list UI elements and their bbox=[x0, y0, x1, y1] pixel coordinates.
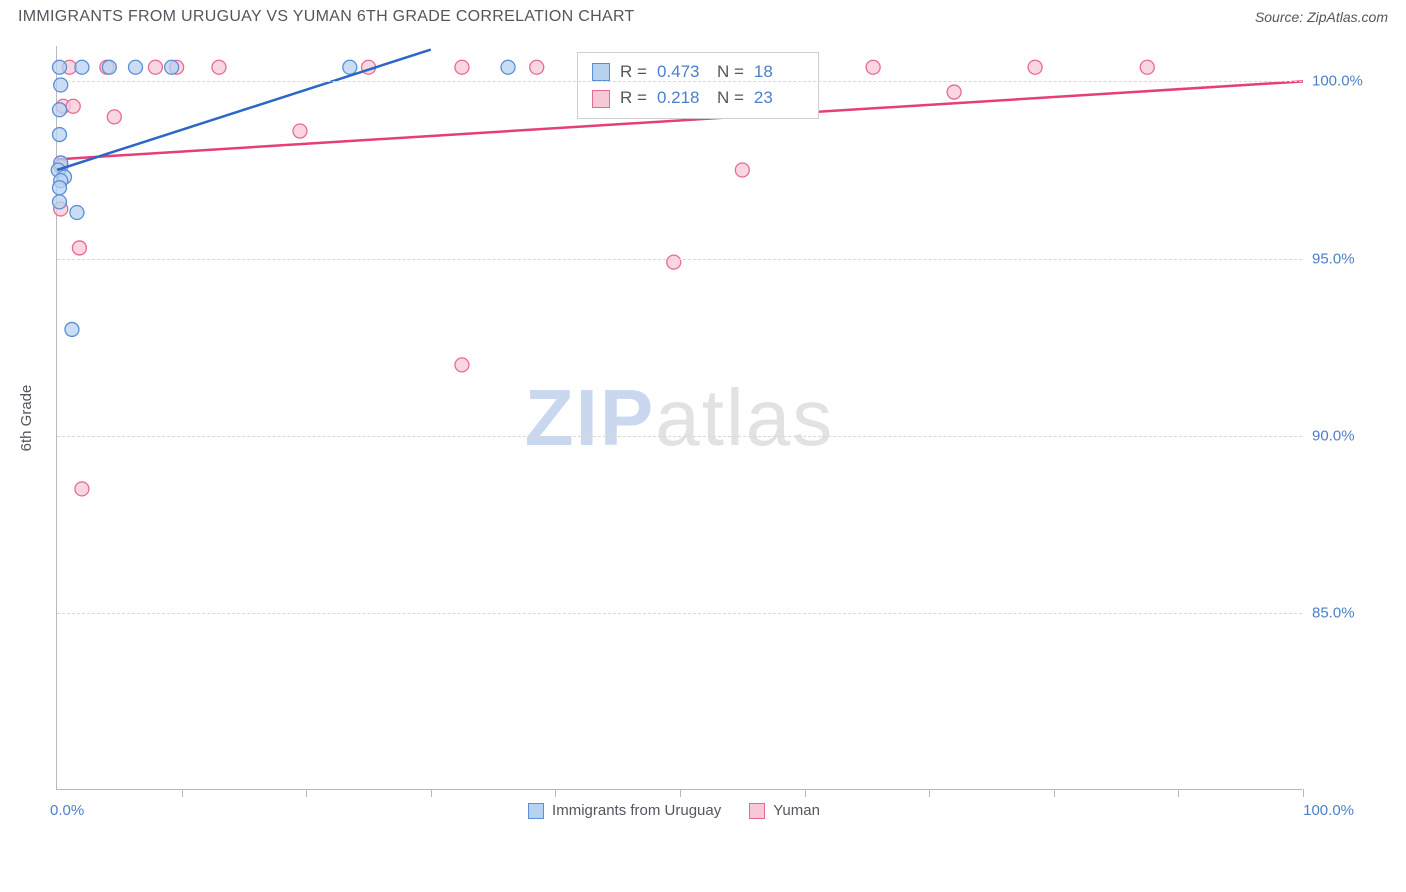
gridline-h bbox=[57, 81, 1302, 82]
series1-point bbox=[75, 60, 89, 74]
series2-point bbox=[72, 241, 86, 255]
series1-point bbox=[65, 322, 79, 336]
x-tick bbox=[182, 789, 183, 797]
chart-title: IMMIGRANTS FROM URUGUAY VS YUMAN 6TH GRA… bbox=[18, 8, 635, 26]
series2-point bbox=[107, 110, 121, 124]
series1-point bbox=[128, 60, 142, 74]
series1-point bbox=[52, 103, 66, 117]
legend-swatch-blue-icon bbox=[528, 803, 544, 819]
gridline-h bbox=[57, 613, 1302, 614]
stats-legend-box: R = 0.473 N = 18 R = 0.218 N = 23 bbox=[577, 52, 819, 119]
legend-label-series2: Yuman bbox=[773, 802, 820, 819]
gridline-h bbox=[57, 259, 1302, 260]
series1-point bbox=[343, 60, 357, 74]
series1-point bbox=[102, 60, 116, 74]
chart-container: 6th Grade ZIPatlas R = 0.473 N = 18 R = … bbox=[18, 46, 1390, 836]
series2-point bbox=[530, 60, 544, 74]
series2-point bbox=[455, 60, 469, 74]
legend-swatch-pink-icon bbox=[749, 803, 765, 819]
legend-item-series1: Immigrants from Uruguay bbox=[528, 802, 721, 819]
n-label-2: N = bbox=[717, 85, 744, 111]
series1-point bbox=[54, 78, 68, 92]
series2-point bbox=[1028, 60, 1042, 74]
s2-n-value: 23 bbox=[754, 85, 804, 111]
x-tick bbox=[1303, 789, 1304, 797]
x-tick bbox=[306, 789, 307, 797]
s2-r-value: 0.218 bbox=[657, 85, 707, 111]
series1-point bbox=[165, 60, 179, 74]
series2-point bbox=[148, 60, 162, 74]
x-tick bbox=[1178, 789, 1179, 797]
series1-point bbox=[501, 60, 515, 74]
y-tick-label: 85.0% bbox=[1312, 604, 1355, 621]
series2-point bbox=[293, 124, 307, 138]
x-tick bbox=[555, 789, 556, 797]
plot-area: ZIPatlas R = 0.473 N = 18 R = 0.218 N = … bbox=[56, 46, 1302, 790]
series2-point bbox=[735, 163, 749, 177]
series2-point bbox=[212, 60, 226, 74]
y-axis-title: 6th Grade bbox=[18, 385, 35, 452]
series2-point bbox=[667, 255, 681, 269]
legend-item-series2: Yuman bbox=[749, 802, 820, 819]
x-tick bbox=[929, 789, 930, 797]
swatch-blue-icon bbox=[592, 63, 610, 81]
x-tick bbox=[805, 789, 806, 797]
series2-point bbox=[1140, 60, 1154, 74]
series1-point bbox=[70, 206, 84, 220]
series2-point bbox=[947, 85, 961, 99]
series1-point bbox=[52, 128, 66, 142]
legend-label-series1: Immigrants from Uruguay bbox=[552, 802, 721, 819]
y-tick-label: 100.0% bbox=[1312, 73, 1363, 90]
series2-point bbox=[75, 482, 89, 496]
series1-point bbox=[52, 195, 66, 209]
stats-row-series2: R = 0.218 N = 23 bbox=[592, 85, 804, 111]
scatter-svg bbox=[57, 46, 1302, 789]
x-tick bbox=[1054, 789, 1055, 797]
series1-point bbox=[52, 60, 66, 74]
y-tick-label: 95.0% bbox=[1312, 250, 1355, 267]
swatch-pink-icon bbox=[592, 90, 610, 108]
r-label-2: R = bbox=[620, 85, 647, 111]
source-label: Source: ZipAtlas.com bbox=[1255, 9, 1388, 25]
x-tick bbox=[431, 789, 432, 797]
series2-point bbox=[66, 99, 80, 113]
legend-bottom: Immigrants from Uruguay Yuman bbox=[18, 802, 1330, 819]
series1-point bbox=[52, 181, 66, 195]
gridline-h bbox=[57, 436, 1302, 437]
x-tick bbox=[680, 789, 681, 797]
series2-point bbox=[866, 60, 880, 74]
series2-point bbox=[455, 358, 469, 372]
y-tick-label: 90.0% bbox=[1312, 427, 1355, 444]
